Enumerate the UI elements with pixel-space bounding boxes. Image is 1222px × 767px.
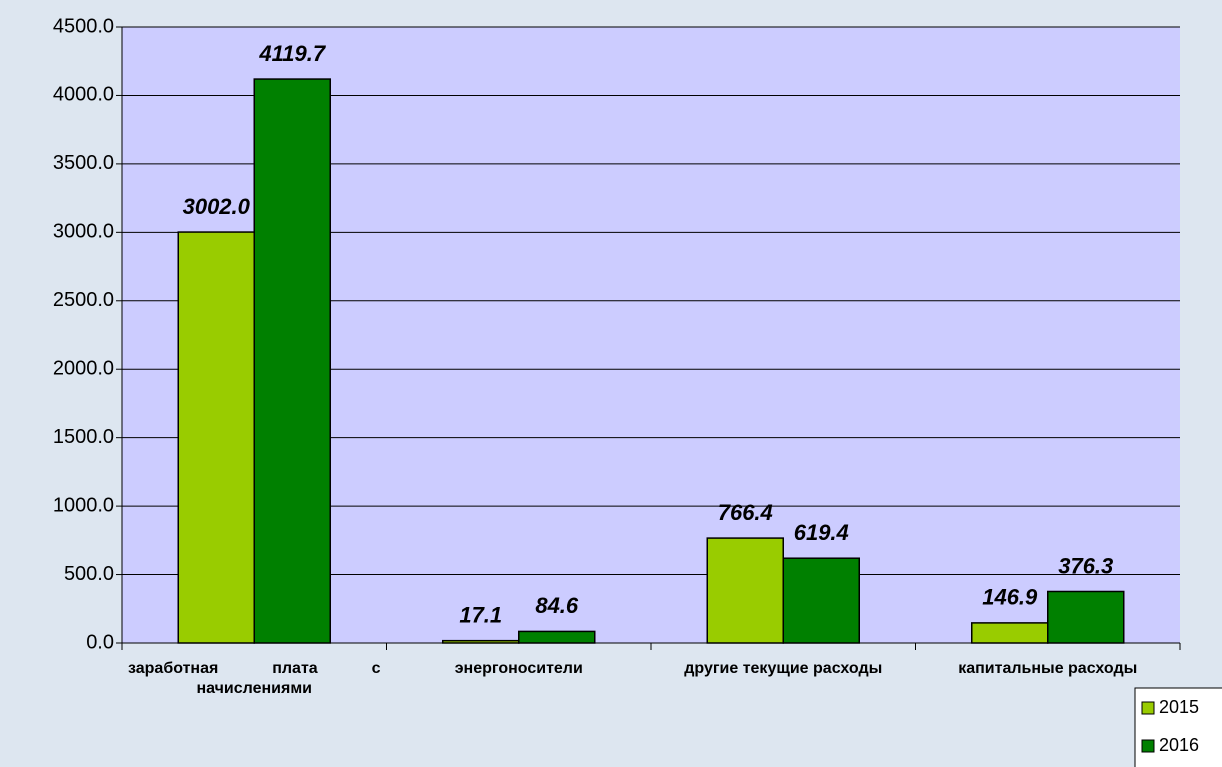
bar <box>177 231 255 644</box>
x-tick-label: энергоносители <box>454 660 583 677</box>
y-tick-label: 3000.0 <box>53 221 114 243</box>
y-tick-label: 2000.0 <box>53 358 114 380</box>
legend-swatch <box>1141 701 1155 715</box>
y-tick-label: 2500.0 <box>53 289 114 311</box>
y-tick-label: 4500.0 <box>53 15 114 37</box>
y-tick-label: 1500.0 <box>53 426 114 448</box>
legend-box <box>1134 687 1222 767</box>
bar <box>442 639 520 644</box>
bar <box>518 630 596 644</box>
bar <box>782 557 860 644</box>
bar <box>706 537 784 644</box>
y-tick-label: 3500.0 <box>53 152 114 174</box>
data-label: 146.9 <box>982 585 1038 610</box>
data-label: 84.6 <box>535 593 579 618</box>
data-label: 376.3 <box>1058 553 1113 578</box>
y-tick-label: 0.0 <box>86 631 114 653</box>
x-tick-label: другие текущие расходы <box>684 660 883 677</box>
bar <box>253 78 331 644</box>
data-label: 3002.0 <box>183 194 251 219</box>
data-label: 619.4 <box>794 520 849 545</box>
y-tick-label: 1000.0 <box>53 494 114 516</box>
legend-label: 2015 <box>1159 697 1199 717</box>
legend-swatch <box>1141 739 1155 753</box>
data-label: 4119.7 <box>258 41 326 66</box>
y-tick-label: 4000.0 <box>53 84 114 106</box>
x-tick-label: заработная плата с начислениями <box>128 660 381 697</box>
bar <box>971 622 1049 644</box>
legend-label: 2016 <box>1159 735 1199 755</box>
data-label: 17.1 <box>459 602 502 627</box>
bar <box>1047 590 1125 644</box>
x-tick-label: капитальные расходы <box>958 660 1138 677</box>
y-tick-label: 500.0 <box>64 563 114 585</box>
data-label: 766.4 <box>718 500 773 525</box>
